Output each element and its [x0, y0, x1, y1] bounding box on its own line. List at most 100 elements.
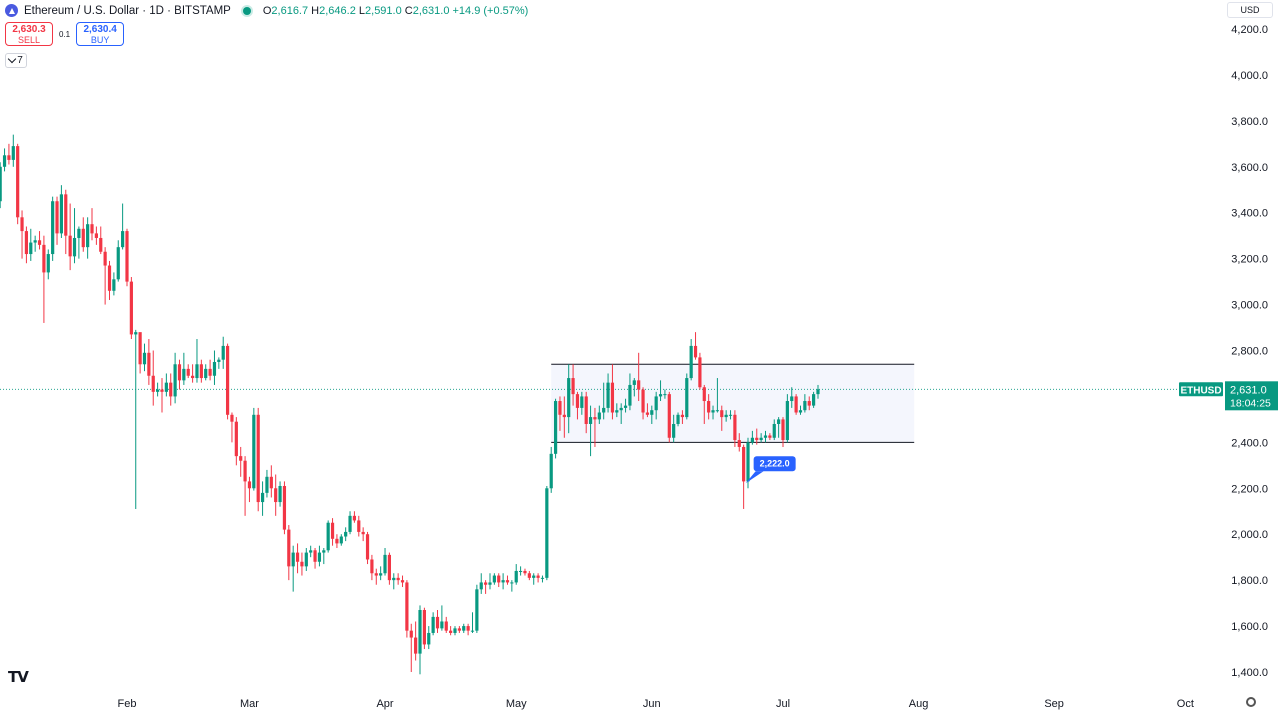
candle [812, 391, 816, 408]
buy-button[interactable]: 2,630.4 BUY [76, 22, 125, 46]
candle-body [755, 437, 759, 441]
candle [549, 446, 553, 493]
candle [414, 621, 418, 661]
candle [711, 405, 715, 420]
candle-body [409, 630, 413, 638]
candle-body [195, 364, 199, 379]
candle-body [37, 240, 42, 245]
candle [300, 552, 304, 576]
candle [602, 382, 606, 420]
candle [107, 260, 112, 300]
callout-box [753, 456, 796, 472]
candle [68, 203, 72, 271]
candle-body [790, 396, 794, 402]
candle-body [637, 380, 641, 390]
candle-body [711, 410, 715, 413]
candle-body [514, 570, 518, 583]
candle [344, 527, 348, 542]
candles [0, 134, 820, 675]
candle [540, 575, 545, 583]
candle-body [344, 531, 348, 537]
candle [759, 433, 763, 443]
candle [466, 623, 470, 636]
candle-body [322, 550, 326, 553]
price-tick-label: 1,400.0 [1231, 667, 1268, 679]
time-tick-label: May [506, 698, 527, 710]
candle-body [374, 573, 378, 576]
sell-button[interactable]: 2,630.3 SELL [5, 22, 53, 46]
candle-body [505, 580, 510, 583]
candle [352, 511, 357, 523]
indicators-toggle[interactable]: 7 [5, 53, 27, 68]
candle [269, 465, 273, 498]
candle-body [147, 352, 151, 376]
candle [151, 350, 155, 406]
candle [309, 545, 313, 558]
candle [173, 352, 177, 404]
price-tick-label: 2,000.0 [1231, 529, 1268, 541]
candle-body [606, 382, 610, 408]
candle [453, 626, 457, 636]
candle-body [396, 577, 400, 581]
candle-body [553, 401, 558, 454]
candle [230, 412, 234, 443]
candle [156, 382, 160, 397]
candle-body [645, 412, 650, 415]
candle [260, 481, 265, 516]
candle-body [584, 396, 588, 424]
candle-body [234, 421, 238, 457]
candle-body [72, 237, 77, 257]
candle-body [663, 394, 667, 396]
candle [361, 527, 365, 542]
price-tick-label: 4,200.0 [1231, 24, 1268, 36]
candle-body [24, 231, 29, 255]
candle-body [287, 529, 291, 567]
candle [29, 228, 33, 261]
candle [291, 545, 295, 592]
candle [545, 485, 549, 581]
candle-body [46, 254, 50, 273]
gear-icon[interactable] [1246, 697, 1256, 707]
last-price-tag [1225, 381, 1278, 411]
symbol-title[interactable]: Ethereum / U.S. Dollar · 1D · BITSTAMP [24, 4, 231, 17]
candle-body [650, 410, 654, 415]
candle [588, 405, 593, 457]
candle-body [733, 414, 737, 441]
candle [768, 433, 772, 441]
candle [335, 534, 339, 548]
candle-body [816, 389, 820, 395]
candle [177, 359, 182, 390]
candle-body [768, 435, 772, 438]
candle [728, 410, 733, 420]
candle-body [693, 345, 698, 358]
candle [374, 568, 378, 585]
candle [720, 405, 724, 431]
candle-body [309, 550, 313, 553]
candle-body [199, 364, 203, 379]
currency-selector[interactable]: USD [1227, 2, 1273, 18]
candle-body [156, 389, 160, 392]
candle-body [501, 580, 505, 583]
candle-body [746, 442, 750, 482]
candle-body [11, 146, 15, 160]
candle [365, 531, 370, 565]
candle-body [628, 384, 632, 406]
candle-body [392, 577, 396, 581]
candle-body [64, 194, 68, 236]
tradingview-logo-icon[interactable]: TV [8, 668, 29, 686]
time-tick-label: Sep [1044, 698, 1064, 710]
candle-body [304, 552, 308, 567]
candle [405, 580, 409, 638]
candle [698, 352, 702, 390]
candle [121, 203, 125, 250]
candle [116, 240, 120, 282]
candle [221, 336, 225, 369]
candle [326, 520, 330, 553]
candle [81, 217, 85, 252]
candle [129, 277, 133, 340]
candle-body [422, 609, 426, 645]
candle-body [623, 405, 628, 408]
candle-body [812, 394, 816, 406]
candle-body [94, 233, 98, 238]
